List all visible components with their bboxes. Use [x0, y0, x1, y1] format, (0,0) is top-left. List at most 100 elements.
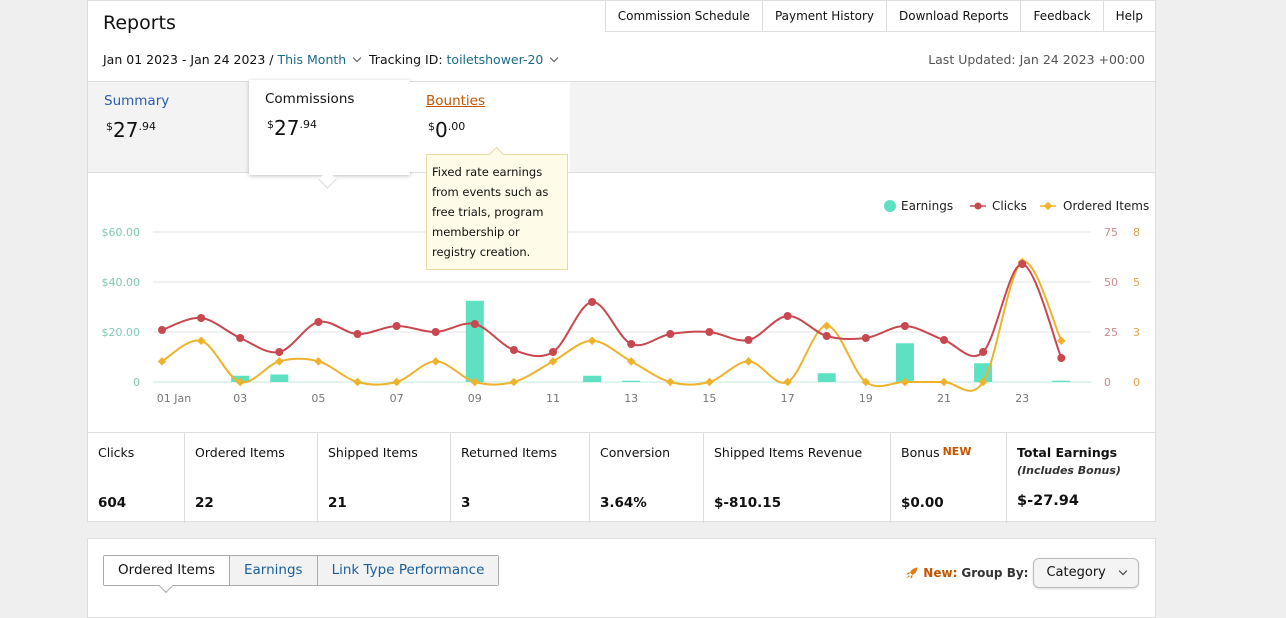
clicks-point — [197, 314, 206, 322]
x-tick-label: 03 — [233, 392, 247, 405]
stat-total-earnings: Total Earnings (Includes Bonus) $-27.94 — [1007, 433, 1155, 523]
clicks-point — [666, 330, 675, 338]
stat-label: Conversion — [600, 445, 671, 460]
earnings-bar — [270, 374, 289, 382]
ordered-items-point — [861, 377, 871, 387]
stat-sublabel: (Includes Bonus) — [1017, 464, 1121, 477]
ordered-items-point — [587, 336, 597, 345]
period-link[interactable]: This Month — [277, 52, 347, 67]
x-tick-label: 05 — [311, 392, 325, 405]
ordered-items-point — [392, 377, 401, 387]
y-ordered-tick-label: 8 — [1133, 226, 1140, 239]
legend-ordered-marker — [1043, 201, 1053, 211]
new-label: New: — [923, 566, 958, 580]
rocket-icon — [906, 567, 918, 579]
ordered-items-point — [978, 377, 988, 387]
group-by-label: Group By: — [961, 566, 1029, 580]
ordered-items-point — [744, 357, 753, 366]
clicks-point — [822, 332, 831, 340]
clicks-point — [509, 346, 518, 354]
group-by-control: New: Group By: Category — [905, 558, 1139, 588]
chevron-down-icon[interactable] — [352, 53, 362, 63]
stat-value: 604 — [98, 495, 127, 511]
clicks-point — [353, 330, 362, 338]
tab-summary[interactable]: Summary $27.94 — [88, 82, 249, 172]
feedback-button[interactable]: Feedback — [1020, 1, 1103, 32]
stat-value: 21 — [328, 495, 347, 511]
group-by-select[interactable]: Category — [1033, 558, 1139, 588]
earnings-bar — [817, 373, 836, 382]
stats-row: Clicks 604 Ordered Items 22 Shipped Item… — [88, 432, 1155, 523]
help-button[interactable]: Help — [1102, 1, 1155, 32]
tab-earnings[interactable]: Earnings — [229, 556, 317, 585]
chevron-down-icon — [1118, 566, 1128, 576]
bounties-amount: $0.00 — [428, 118, 466, 142]
tooltip-text: Fixed rate earnings from events such as … — [432, 165, 549, 259]
x-tick-label: 21 — [937, 392, 951, 405]
tab-link-type-performance[interactable]: Link Type Performance — [316, 556, 499, 585]
stat-value: 3.64% — [600, 495, 647, 511]
y-ordered-tick-label: 0 — [1133, 376, 1140, 389]
y-left-tick-label: $60.00 — [102, 226, 141, 239]
ordered-items-point — [235, 377, 245, 387]
earnings-bar — [895, 343, 914, 382]
date-range-selector[interactable]: Jan 01 2023 - Jan 24 2023 / This Month — [103, 52, 362, 67]
ordered-items-point — [353, 377, 362, 387]
stat-value: $0.00 — [901, 495, 944, 511]
reports-panel: Reports Commission Schedule Payment Hist… — [87, 0, 1156, 523]
stat-returned-items: Returned Items 3 — [451, 433, 590, 523]
earnings-bar — [465, 300, 484, 382]
ordered-items-point — [314, 357, 323, 366]
x-tick-label: 13 — [624, 392, 638, 405]
ordered-items-point — [822, 321, 831, 330]
y-clicks-tick-label: 50 — [1104, 276, 1118, 289]
clicks-point — [275, 348, 284, 356]
stat-label: Shipped Items — [328, 445, 418, 460]
stat-label: Bonus NEW — [901, 445, 972, 460]
tab-summary-label: Summary — [104, 93, 170, 109]
earnings-bar — [974, 363, 993, 382]
page-title: Reports — [103, 12, 176, 34]
y-clicks-tick-label: 25 — [1104, 326, 1118, 339]
group-by-value: Category — [1046, 565, 1106, 580]
stat-shipped-items-revenue: Shipped Items Revenue $-810.15 — [704, 433, 891, 523]
clicks-point — [940, 336, 948, 344]
commission-schedule-button[interactable]: Commission Schedule — [604, 1, 762, 32]
stat-value: $-27.94 — [1017, 493, 1079, 509]
ordered-items-point — [548, 357, 558, 366]
clicks-point — [236, 334, 245, 342]
clicks-point — [627, 340, 636, 348]
y-ordered-tick-label: 3 — [1133, 326, 1140, 339]
tracking-label: Tracking ID: — [369, 52, 443, 67]
stat-label: Shipped Items Revenue — [714, 445, 863, 460]
y-clicks-tick-label: 0 — [1104, 376, 1111, 389]
legend-earnings-marker — [884, 200, 896, 212]
stat-conversion: Conversion 3.64% — [590, 433, 704, 523]
ordered-items-point — [470, 377, 480, 387]
clicks-point — [1018, 260, 1027, 268]
download-reports-button[interactable]: Download Reports — [885, 1, 1021, 32]
chevron-down-icon[interactable] — [550, 53, 559, 63]
clicks-point — [861, 334, 870, 342]
tracking-id-selector[interactable]: Tracking ID: toiletshower-20 — [369, 52, 559, 67]
x-tick-label: 01 Jan — [157, 392, 191, 405]
ordered-items-point — [666, 377, 675, 387]
stat-label: Clicks — [98, 445, 135, 460]
date-range-text: Jan 01 2023 - Jan 24 2023 / — [103, 52, 274, 67]
payment-history-button[interactable]: Payment History — [761, 1, 886, 32]
clicks-point — [588, 298, 597, 306]
stat-bonus: Bonus NEW $0.00 — [891, 433, 1007, 523]
tracking-id-value[interactable]: toiletshower-20 — [446, 52, 544, 67]
ordered-items-point — [196, 336, 206, 345]
y-ordered-tick-label: 5 — [1133, 276, 1140, 289]
commissions-amount: $27.94 — [267, 116, 317, 140]
clicks-point — [744, 336, 753, 344]
tab-bounties-label[interactable]: Bounties — [426, 93, 486, 109]
earnings-bar — [622, 380, 641, 382]
tab-commissions[interactable]: Commissions $27.94 — [249, 80, 410, 175]
x-tick-label: 11 — [546, 392, 560, 405]
x-tick-label: 09 — [468, 392, 482, 405]
x-tick-label: 23 — [1015, 392, 1029, 405]
clicks-point — [783, 312, 792, 320]
clicks-point — [705, 328, 714, 336]
